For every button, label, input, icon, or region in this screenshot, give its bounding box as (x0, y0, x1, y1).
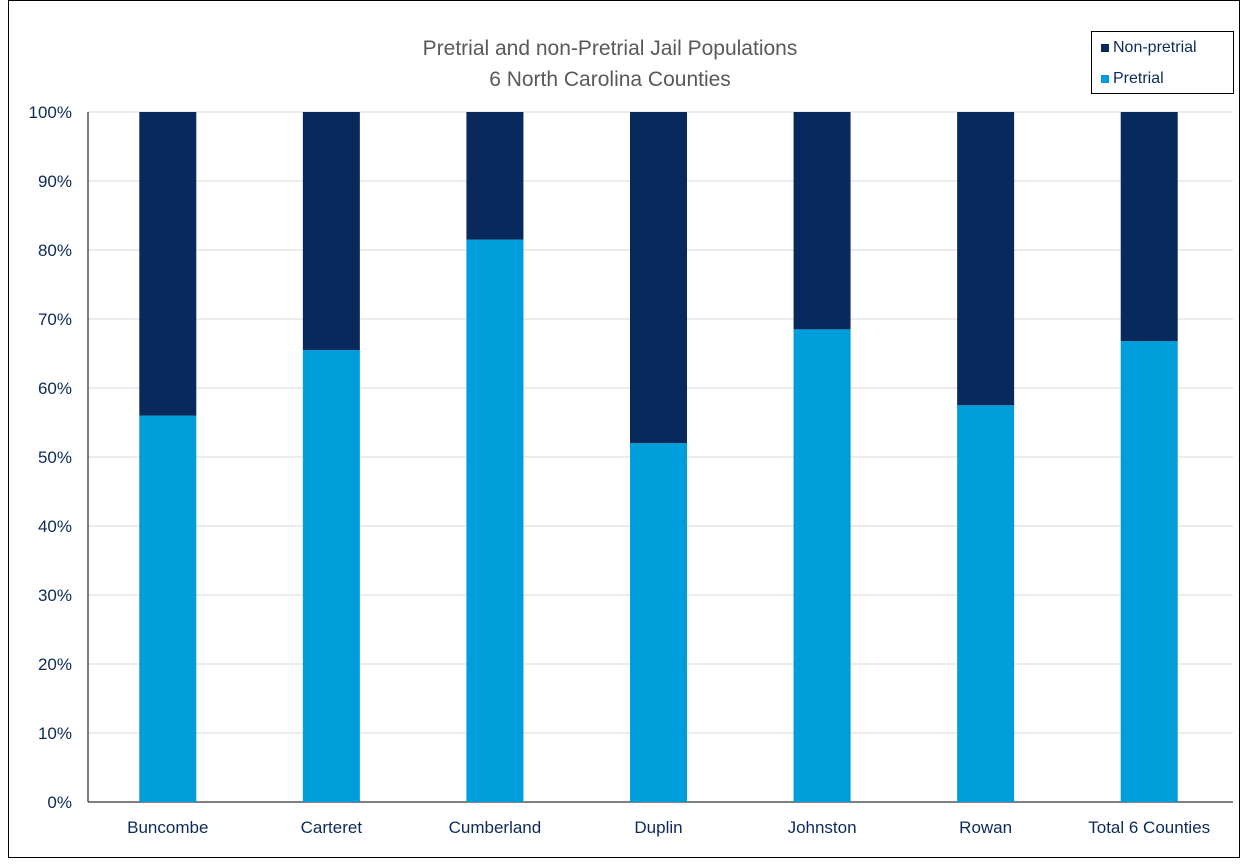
x-tick-label: Buncombe (127, 818, 208, 837)
bar-non-pretrial (630, 112, 687, 444)
x-tick-label: Duplin (634, 818, 682, 837)
x-tick-label: Johnston (788, 818, 857, 837)
legend-item-non-pretrial: Non-pretrial (1101, 39, 1197, 57)
bar-non-pretrial (466, 112, 524, 240)
bar-non-pretrial (302, 112, 360, 351)
bar-non-pretrial (793, 112, 851, 330)
legend-item-pretrial: Pretrial (1101, 70, 1164, 88)
y-tick-label: 20% (38, 655, 72, 674)
chart-frame (8, 0, 1240, 858)
bar-pretrial (139, 415, 197, 802)
bar-pretrial (466, 239, 524, 802)
bar-non-pretrial (139, 112, 197, 416)
bar-pretrial (1120, 341, 1178, 802)
y-tick-label: 0% (47, 793, 72, 812)
chart-legend: Non-pretrial Pretrial (1091, 31, 1234, 94)
y-tick-label: 10% (38, 724, 72, 743)
x-tick-label: Total 6 Counties (1088, 818, 1210, 837)
y-tick-label: 60% (38, 379, 72, 398)
bar-pretrial (957, 405, 1015, 802)
y-tick-label: 90% (38, 172, 72, 191)
legend-label-non-pretrial: Non-pretrial (1113, 39, 1197, 56)
y-tick-label: 100% (29, 103, 72, 122)
legend-label-pretrial: Pretrial (1113, 70, 1164, 87)
x-tick-label: Carteret (301, 818, 363, 837)
x-tick-label: Cumberland (449, 818, 542, 837)
bar-non-pretrial (1120, 112, 1178, 342)
chart-subtitle: 6 North Carolina Counties (489, 68, 731, 91)
y-tick-label: 70% (38, 310, 72, 329)
y-tick-label: 50% (38, 448, 72, 467)
y-tick-label: 30% (38, 586, 72, 605)
y-tick-label: 80% (38, 241, 72, 260)
x-tick-label: Rowan (959, 818, 1012, 837)
y-tick-label: 40% (38, 517, 72, 536)
legend-swatch-non-pretrial (1101, 44, 1109, 52)
bar-pretrial (793, 329, 851, 802)
legend-swatch-pretrial (1101, 75, 1109, 83)
bar-non-pretrial (957, 112, 1015, 406)
bar-pretrial (630, 443, 687, 802)
bar-pretrial (302, 350, 360, 802)
chart-title: Pretrial and non-Pretrial Jail Populatio… (422, 37, 798, 60)
